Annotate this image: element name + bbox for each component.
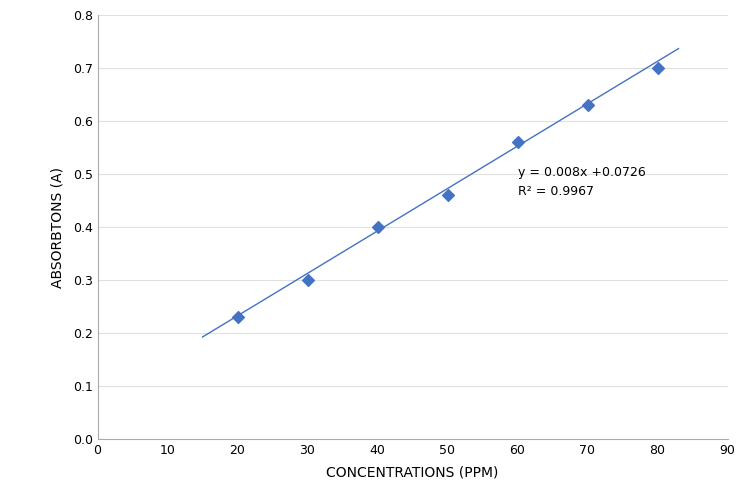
Text: y = 0.008x +0.0726
R² = 0.9967: y = 0.008x +0.0726 R² = 0.9967 bbox=[518, 166, 645, 198]
Point bbox=[512, 138, 524, 146]
Point bbox=[652, 64, 664, 72]
Y-axis label: ABSORBTONS (A): ABSORBTONS (A) bbox=[50, 167, 64, 287]
Point bbox=[371, 223, 383, 231]
Point bbox=[442, 191, 454, 199]
Point bbox=[581, 101, 593, 109]
Point bbox=[302, 276, 313, 284]
Point bbox=[232, 313, 244, 321]
X-axis label: CONCENTRATIONS (PPM): CONCENTRATIONS (PPM) bbox=[326, 465, 499, 480]
